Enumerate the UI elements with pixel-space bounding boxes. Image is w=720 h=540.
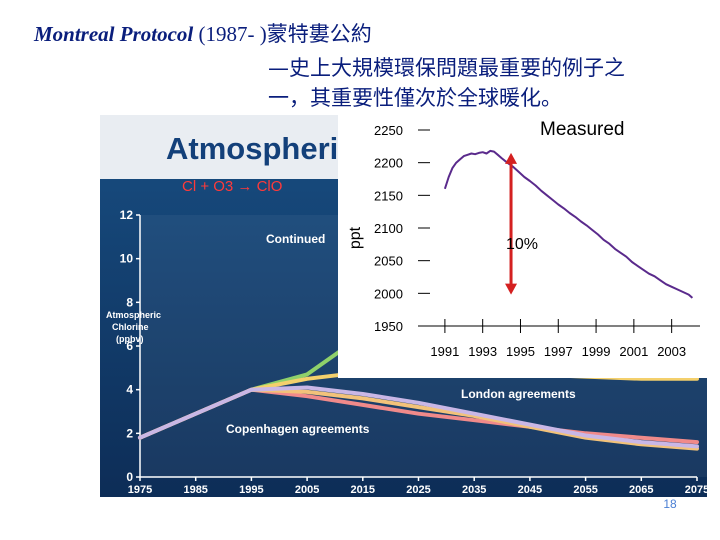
y-tick-label: 8 xyxy=(126,295,133,309)
inset-y-tick-label: 2100 xyxy=(374,221,403,236)
inset-x-tick-label: 1991 xyxy=(430,344,459,359)
inset-title: Measured xyxy=(540,119,625,140)
main-series-line-4 xyxy=(138,385,699,449)
x-tick-label: 2005 xyxy=(295,484,319,496)
page-number: 18 xyxy=(663,497,677,511)
inset-y-tick-label: 2250 xyxy=(374,123,403,138)
inset-y-tick-label: 2050 xyxy=(374,254,403,269)
main-chart-series xyxy=(138,267,699,451)
x-tick-label: 2025 xyxy=(406,484,430,496)
inset-y-label: ppt xyxy=(347,226,364,249)
x-tick-label: 2045 xyxy=(518,484,542,496)
y-label-line-2: Chlorine xyxy=(112,322,149,332)
slide-title-block: Montreal Protocol (1987- )蒙特婁公約 —史上大規模環保… xyxy=(0,0,720,115)
inset-x-tick-label: 2003 xyxy=(657,344,686,359)
inset-series xyxy=(443,149,694,299)
y-label-line-1: Atmospheric xyxy=(106,310,161,320)
inset-x-tick-label: 1995 xyxy=(506,344,535,359)
y-axis-label: Atmospheric Chlorine (ppbv) xyxy=(106,310,164,344)
title-cn: 蒙特婁公約 xyxy=(266,22,372,46)
y-tick-label: 12 xyxy=(120,208,134,222)
inset-y-tick-label: 2200 xyxy=(374,156,403,171)
label-london: London agreements xyxy=(461,387,576,401)
inset-x-tick-label: 1997 xyxy=(544,344,573,359)
x-tick-label: 2035 xyxy=(462,484,486,496)
slide-subtitle-line2: 一，其重要性僅次於全球暖化。 xyxy=(268,86,562,110)
label-continued: Continued xyxy=(266,232,325,246)
title-year: (1987- ) xyxy=(193,22,267,46)
inset-y-tick-label: 2150 xyxy=(374,188,403,203)
inset-x-tick-label: 1999 xyxy=(582,344,611,359)
y-tick-label: 4 xyxy=(126,383,133,397)
inset-y-tick-label: 2000 xyxy=(374,286,403,301)
x-tick-label: 2015 xyxy=(351,484,375,496)
y-tick-label: 6 xyxy=(126,339,133,353)
ten-percent-arrow xyxy=(505,152,518,295)
y-tick-label: 10 xyxy=(120,252,134,266)
y-tick-label: 0 xyxy=(126,470,133,484)
inset-axes: 1950 2000 2050 2100 2150 2200 2250 1991 1993 1995… xyxy=(374,123,700,359)
inset-background xyxy=(338,114,710,378)
measured-chlorine-inset: Measured ppt 1950 2000 2050 2100 2150 2200 225… xyxy=(338,114,710,378)
y-label-line-3: (ppbv) xyxy=(116,334,144,344)
y-tick-label: 2 xyxy=(126,426,133,440)
inset-series-line-0 xyxy=(443,149,694,299)
x-tick-label: 1975 xyxy=(128,484,152,496)
inset-y-tick-label: 1950 xyxy=(374,319,403,334)
main-chart-axes: 0 2 4 6 8 10 12 1975 1985 1995 2005 2015 2025 2035 204… xyxy=(120,208,707,496)
x-tick-label: 2065 xyxy=(629,484,653,496)
arrow-head-up xyxy=(505,152,518,164)
x-tick-label: 2075 xyxy=(685,484,707,496)
x-tick-label: 1995 xyxy=(239,484,263,496)
slide-subtitle-line1: —史上大規模環保問題最重要的例子之 xyxy=(268,56,625,80)
x-tick-label: 2055 xyxy=(573,484,597,496)
x-tick-label: 1985 xyxy=(183,484,207,496)
title-en: Montreal Protocol xyxy=(34,22,194,46)
inset-annotation: 10% xyxy=(506,236,538,253)
inset-x-tick-label: 1993 xyxy=(468,344,497,359)
reaction-equation: Cl + O3 → ClO xyxy=(182,178,282,195)
slide-title: Montreal Protocol (1987- )蒙特婁公約 xyxy=(34,18,372,48)
arrow-head-down xyxy=(505,283,518,295)
main-chart-title: Atmospheric xyxy=(166,131,355,166)
label-copenhagen: Copenhagen agreements xyxy=(226,422,370,436)
inset-x-tick-label: 2001 xyxy=(619,344,648,359)
